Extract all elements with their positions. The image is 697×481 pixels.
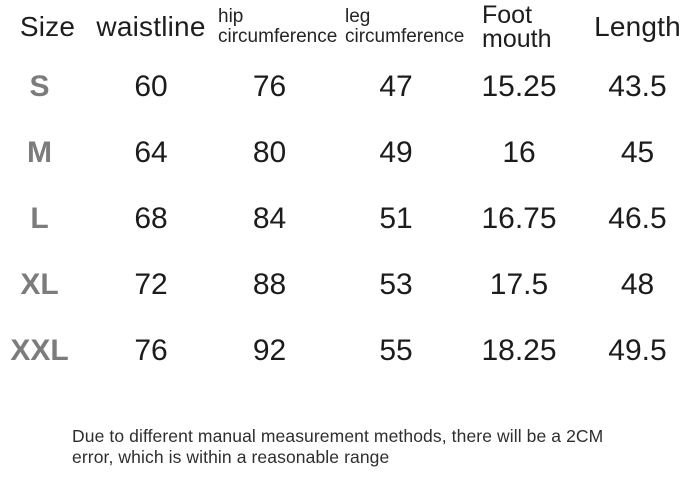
leg-cell: 47 [379,70,413,103]
length-cell: 48 [620,268,655,301]
header-cell-leg-circumference: leg circumference [332,0,465,54]
header-cell-waistline: waistline [95,0,207,54]
header-cell-length: Length [578,0,697,54]
foot-mouth-cell: 17.5 [489,268,549,301]
table-row: XL 72 88 53 17.5 48 [0,252,697,318]
size-cell: M [27,136,52,169]
hip-cell: 88 [252,268,287,301]
header-cell-hip-circumference: hip circumference [207,0,337,54]
length-cell: 45 [620,136,655,169]
foot-mouth-cell: 16 [502,136,536,169]
header-label-leg-circumference: leg circumference [345,6,465,47]
size-cell: XXL [10,334,69,367]
hip-cell: 80 [252,136,287,169]
size-cell: XL [20,268,59,301]
table-row: M 64 80 49 16 45 [0,120,697,186]
table-row: L 68 84 51 16.75 46.5 [0,186,697,252]
header-label-hip-circumference: hip circumference [218,6,338,47]
foot-mouth-cell: 15.25 [481,70,557,103]
leg-cell: 51 [379,202,413,235]
waistline-cell: 68 [134,202,168,235]
hip-cell: 76 [252,70,287,103]
length-cell: 46.5 [608,202,667,235]
waistline-cell: 72 [134,268,168,301]
size-cell: S [29,70,50,103]
size-cell: L [30,202,49,235]
measurement-disclaimer: Due to different manual measurement meth… [0,426,697,468]
length-cell: 43.5 [608,70,667,103]
hip-cell: 84 [252,202,287,235]
header-label-foot-mouth: Foot mouth [482,1,552,53]
header-cell-size: Size [0,0,95,54]
foot-mouth-cell: 18.25 [481,334,557,367]
header-label-waistline: waistline [96,11,206,42]
header-cell-foot-mouth: Foot mouth [460,0,578,54]
table-header-row: Size waistline hip circumference leg cir… [0,0,697,54]
header-label-length: Length [594,11,681,42]
table-row: XXL 76 92 55 18.25 49.5 [0,318,697,384]
leg-cell: 53 [379,268,413,301]
waistline-cell: 60 [134,70,168,103]
measurement-disclaimer-text: Due to different manual measurement meth… [72,426,604,467]
header-label-size: Size [19,11,76,42]
hip-cell: 92 [252,334,287,367]
length-cell: 49.5 [608,334,667,367]
table-row: S 60 76 47 15.25 43.5 [0,54,697,120]
leg-cell: 49 [379,136,413,169]
leg-cell: 55 [379,334,413,367]
waistline-cell: 76 [134,334,168,367]
foot-mouth-cell: 16.75 [481,202,557,235]
waistline-cell: 64 [134,136,168,169]
